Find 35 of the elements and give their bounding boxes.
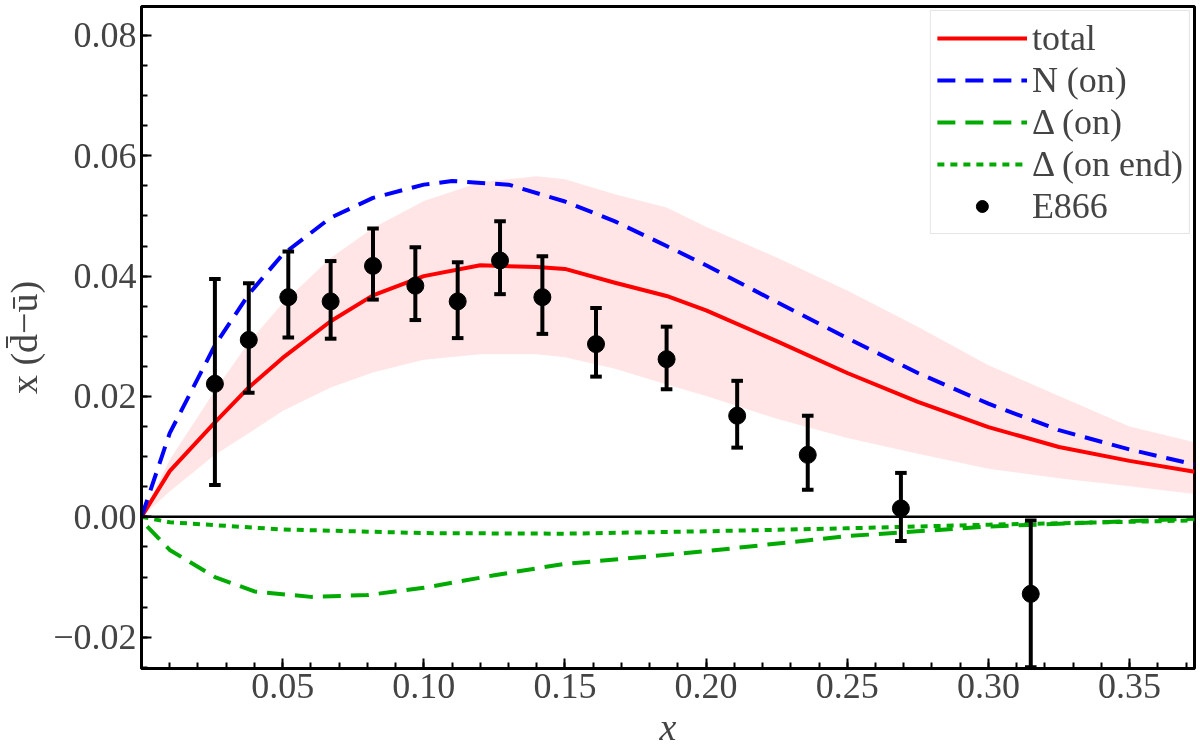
y-tick-label: 0.06 bbox=[73, 135, 137, 176]
point bbox=[448, 292, 467, 311]
point bbox=[321, 292, 340, 311]
y-tick-label: −0.02 bbox=[53, 617, 137, 658]
y-tick-label: 0.02 bbox=[73, 376, 137, 417]
legend-label: Δ (on) bbox=[1031, 101, 1123, 143]
x-tick-label: 0.35 bbox=[1098, 665, 1162, 706]
legend-label: E866 bbox=[1031, 185, 1108, 227]
point bbox=[363, 256, 382, 275]
point bbox=[279, 288, 298, 307]
x-tick-label: 0.10 bbox=[392, 665, 456, 706]
point bbox=[728, 406, 747, 425]
point bbox=[1021, 584, 1040, 603]
y-tick-label: 0.04 bbox=[73, 256, 137, 297]
y-tick-label: 0.00 bbox=[73, 496, 137, 537]
point bbox=[798, 445, 817, 464]
point bbox=[239, 330, 258, 349]
y-axis-title: x (d̄−ū) bbox=[3, 280, 47, 395]
x-tick-label: 0.15 bbox=[533, 665, 597, 706]
point bbox=[491, 251, 510, 270]
point bbox=[657, 350, 676, 369]
x-tick-label: 0.20 bbox=[674, 665, 738, 706]
x-tick-label: 0.30 bbox=[956, 665, 1020, 706]
legend-label: N (on) bbox=[1031, 59, 1127, 101]
legend-label: total bbox=[1031, 17, 1096, 59]
point bbox=[587, 335, 606, 354]
point bbox=[891, 499, 910, 518]
y-tick-label: 0.08 bbox=[73, 15, 137, 56]
legend-label: Δ (on end) bbox=[1031, 143, 1183, 185]
point bbox=[406, 276, 425, 295]
point bbox=[205, 374, 224, 393]
x-tick-label: 0.05 bbox=[251, 665, 315, 706]
point bbox=[533, 288, 552, 307]
x-axis-title: x bbox=[658, 705, 677, 748]
x-tick-label: 0.25 bbox=[815, 665, 879, 706]
